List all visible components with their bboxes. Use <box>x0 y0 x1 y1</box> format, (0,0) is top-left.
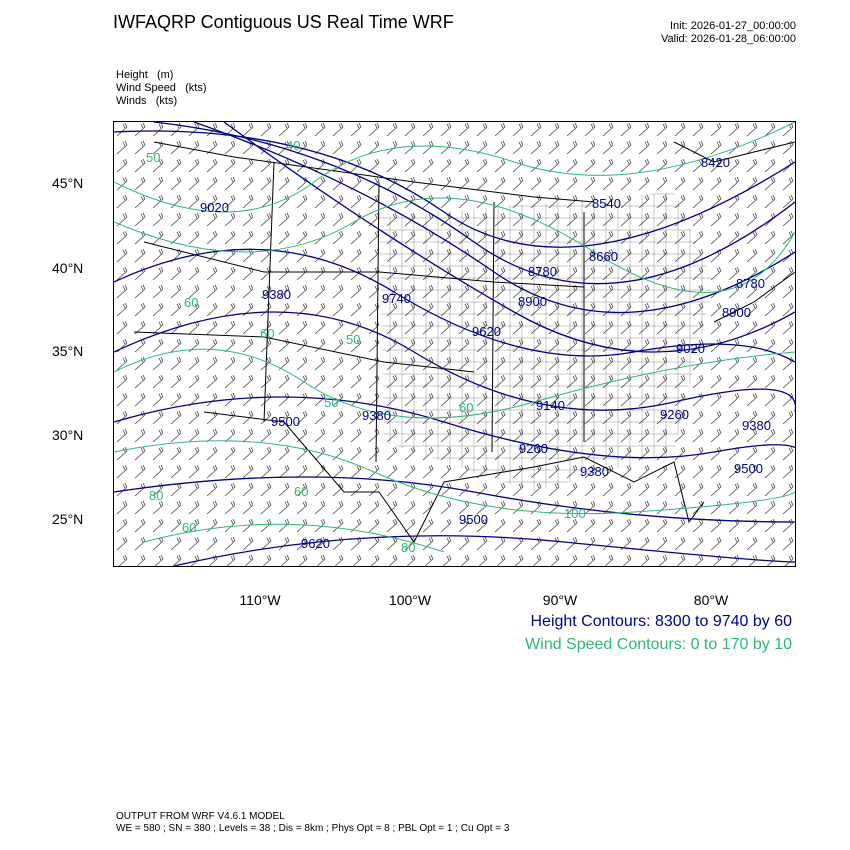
contour-label: 8420 <box>701 155 730 170</box>
contour-label: 9380 <box>580 464 609 479</box>
county-borders <box>379 192 714 492</box>
svg-text:50: 50 <box>146 150 160 165</box>
contour-label: 9740 <box>382 291 411 306</box>
svg-text:40: 40 <box>286 138 300 153</box>
svg-text:100: 100 <box>564 506 586 521</box>
contour-label: 9260 <box>660 407 689 422</box>
wind-contours-info: Wind Speed Contours: 0 to 170 by 10 <box>525 636 792 653</box>
height-contours-info: Height Contours: 8300 to 9740 by 60 <box>530 613 792 630</box>
contour-label: 9380 <box>742 418 771 433</box>
contour-label: 8780 <box>736 276 765 291</box>
height-contour-labels: 8420 8540 9020 8660 8780 8780 9380 9740 … <box>200 155 771 551</box>
field-wind-speed: Wind Speed (kts) <box>116 82 207 94</box>
contour-label: 8900 <box>518 294 547 309</box>
wind-speed-contours <box>113 121 796 553</box>
contour-label: 9500 <box>459 512 488 527</box>
contour-label: 9500 <box>734 461 763 476</box>
lon-label: 90°W <box>542 592 578 608</box>
map-panel: 8420 8540 9020 8660 8780 8780 9380 9740 … <box>113 121 802 567</box>
lat-label: 35°N <box>52 343 84 359</box>
contour-label: 8780 <box>528 264 557 279</box>
contour-label: 9020 <box>676 341 705 356</box>
svg-text:60: 60 <box>294 484 308 499</box>
lon-label: 100°W <box>388 592 432 608</box>
time-info: Init: 2026-01-27_00:00:00 Valid: 2026-01… <box>661 20 796 46</box>
lat-label: 25°N <box>52 511 84 527</box>
contour-label: 8660 <box>589 249 618 264</box>
field-height: Height (m) <box>116 69 174 81</box>
contour-label: 9380 <box>262 287 291 302</box>
wind-contour-labels: 40 50 60 60 50 80 60 60 80 100 60 50 <box>146 138 586 555</box>
init-time: Init: 2026-01-27_00:00:00 <box>670 20 796 32</box>
field-legend: Height (m) Wind Speed (kts) Winds (kts) <box>116 69 207 108</box>
svg-text:50: 50 <box>324 395 338 410</box>
contour-label: 9260 <box>519 441 548 456</box>
state-borders <box>133 141 796 543</box>
model-footer: OUTPUT FROM WRF V4.6.1 MODEL WE = 580 ; … <box>116 811 509 835</box>
svg-text:60: 60 <box>260 326 274 341</box>
contour-label: 9140 <box>536 398 565 413</box>
svg-text:60: 60 <box>184 295 198 310</box>
lon-label: 80°W <box>693 592 729 608</box>
contour-label: 9620 <box>301 536 330 551</box>
contour-label: 9020 <box>200 200 229 215</box>
contour-label: 9380 <box>362 408 391 423</box>
svg-text:80: 80 <box>149 488 163 503</box>
lat-label: 40°N <box>52 260 84 276</box>
svg-text:50: 50 <box>346 332 360 347</box>
contour-label: 9620 <box>472 324 501 339</box>
valid-time: Valid: 2026-01-28_06:00:00 <box>661 33 796 45</box>
footer-line-1: OUTPUT FROM WRF V4.6.1 MODEL <box>116 811 285 822</box>
lon-label: 110°W <box>239 592 281 608</box>
contour-label: 8900 <box>722 305 751 320</box>
plot-title: IWFAQRP Contiguous US Real Time WRF <box>113 12 454 32</box>
svg-text:60: 60 <box>459 400 473 415</box>
lat-label: 45°N <box>52 175 84 191</box>
contour-label: 8540 <box>592 196 621 211</box>
height-contours <box>113 121 802 567</box>
contour-label: 9500 <box>271 414 300 429</box>
map-svg: 8420 8540 9020 8660 8780 8780 9380 9740 … <box>113 121 802 567</box>
field-winds: Winds (kts) <box>116 95 178 107</box>
footer-line-2: WE = 580 ; SN = 380 ; Levels = 38 ; Dis … <box>116 823 510 834</box>
lat-label: 30°N <box>52 427 84 443</box>
svg-text:60: 60 <box>182 520 196 535</box>
svg-text:80: 80 <box>401 540 415 555</box>
